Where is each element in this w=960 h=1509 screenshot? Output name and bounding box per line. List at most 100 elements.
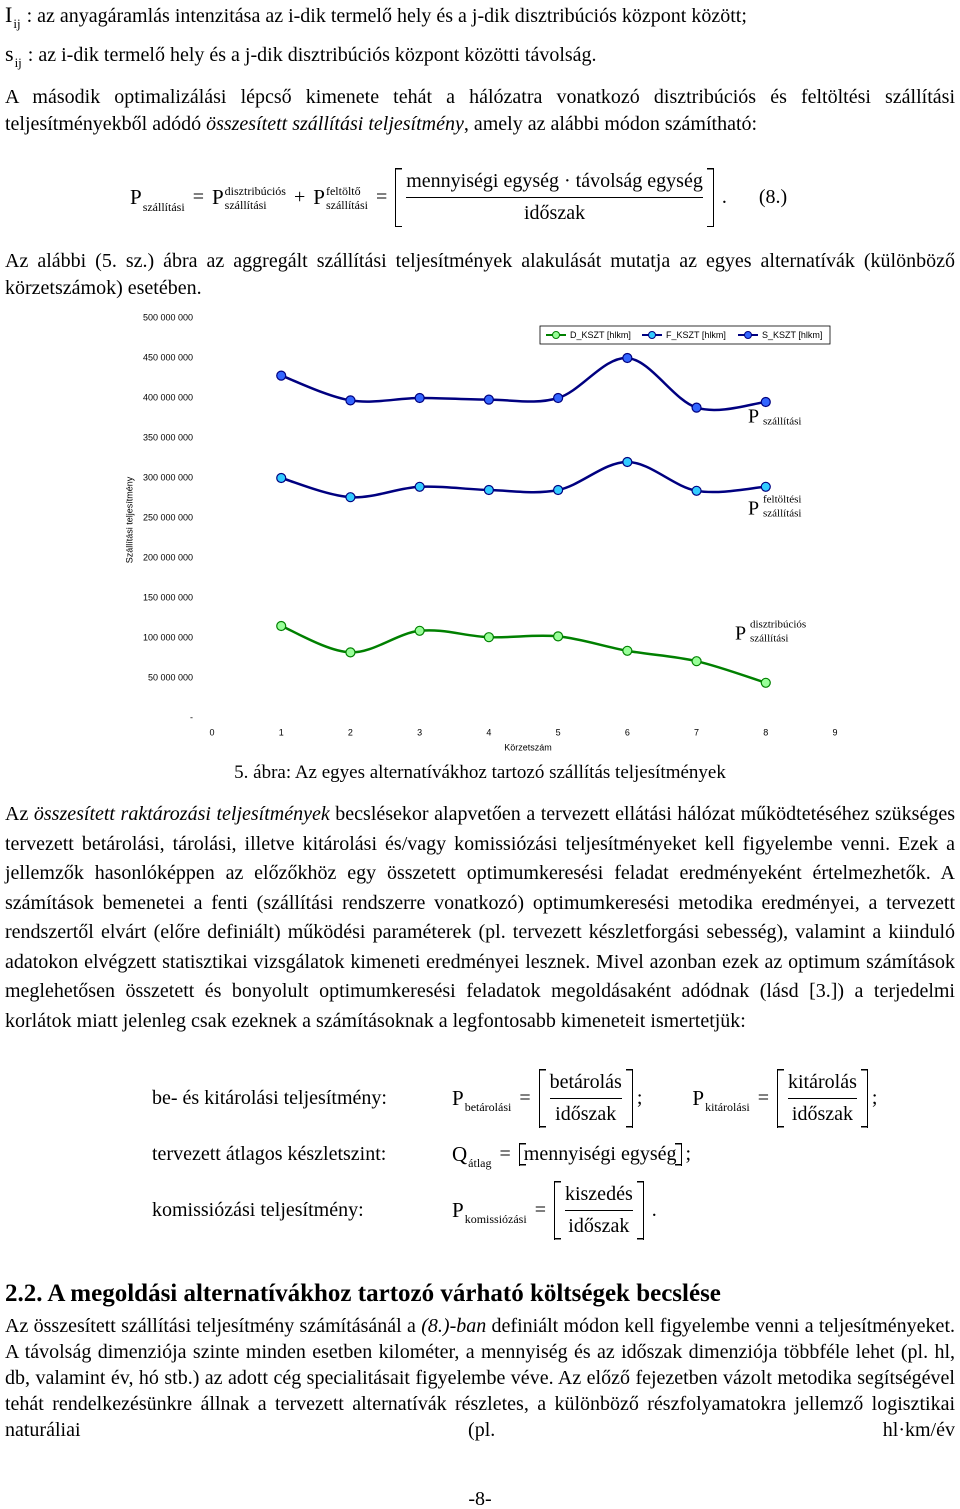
annotation-sup: disztribúciós — [750, 619, 806, 631]
operator: ; — [636, 1086, 643, 1109]
legend-marker — [648, 331, 656, 339]
fraction: mennyiségi egység · távolság egység idősz… — [395, 168, 714, 227]
scripts: komissiózási — [465, 1212, 527, 1226]
data-point — [276, 370, 287, 381]
x-tick-label: 2 — [348, 727, 353, 737]
subscript: szállítási — [325, 197, 368, 212]
annotation-sub: szállítási — [750, 633, 789, 645]
section-heading: 2.2. A megoldási alternatívákhoz tartozó… — [5, 1280, 721, 1307]
operator: = — [534, 1198, 546, 1221]
formula-label: be- és kitárolási teljesítmény: — [152, 1086, 387, 1109]
operator: = — [519, 1086, 531, 1109]
y-tick-label: 300 000 000 — [143, 472, 193, 482]
data-point — [691, 485, 702, 496]
y-tick-label: 500 000 000 — [143, 312, 193, 322]
data-point — [760, 396, 771, 408]
scripts: betárolási — [465, 1100, 512, 1114]
subscript: átlag — [468, 1156, 492, 1170]
legend-marker — [552, 331, 560, 339]
operator: ; — [871, 1086, 878, 1109]
data-point — [691, 656, 702, 667]
scripts: feltöltő szállítási — [326, 184, 368, 212]
legend-marker — [744, 331, 752, 339]
denominator: időszak — [788, 1097, 857, 1126]
text-run: A második optimalizálási lépcső kimenete… — [5, 86, 955, 135]
symbol-base: P — [211, 185, 224, 209]
fraction: betárolás időszak — [538, 1068, 633, 1128]
definitions: Iij: az anyagáramlás intenzitása az i-di… — [5, 0, 955, 78]
legend: D_KSZT [hlkm] F_KSZT [hlkm] S_KSZT [hlkm] — [539, 325, 831, 345]
annotation-sup: feltöltési — [763, 494, 802, 506]
annotation-sub: szállítási — [763, 508, 802, 520]
x-tick-label: 9 — [832, 727, 837, 737]
legend-label: S_KSZT [hlkm] — [762, 330, 822, 340]
italic-run: (8.)-ban — [421, 1315, 487, 1337]
italic-run: összesített raktározási teljesítmények — [33, 803, 330, 825]
formula-label: komissiózási teljesítmény: — [152, 1198, 364, 1221]
data-point — [760, 677, 771, 688]
paragraph: Az összesített szállítási teljesítmény s… — [5, 1313, 955, 1443]
data-point — [414, 481, 425, 492]
legend-label: F_KSZT [hlkm] — [666, 330, 726, 340]
subscript: szállítási — [224, 197, 267, 212]
denominator: időszak — [406, 197, 703, 225]
text-run: Az alábbi (5. sz.) ábra az aggregált szá… — [5, 250, 955, 299]
x-tick-label: 6 — [625, 727, 630, 737]
operator: = — [192, 186, 204, 208]
data-point — [483, 632, 494, 643]
symbol-base: Q — [452, 1141, 468, 1166]
scripts: szállítási — [143, 200, 185, 214]
series-line — [280, 624, 767, 684]
operator: (8.) — [758, 186, 788, 208]
data-point — [553, 631, 564, 642]
data-point — [622, 456, 633, 468]
x-tick-label: 4 — [486, 727, 491, 737]
y-tick-label: 150 000 000 — [143, 592, 193, 602]
numerator: mennyiségi egység · távolság egység — [406, 170, 703, 192]
scripts: disztribúciós szállítási — [225, 184, 286, 212]
bracket-text: mennyiségi egység — [523, 1142, 677, 1165]
operator: = — [375, 186, 388, 208]
annotation-base: P — [748, 406, 759, 428]
y-tick-label: 400 000 000 — [143, 392, 193, 402]
x-tick-label: 7 — [694, 727, 699, 737]
page-number: -8- — [468, 1488, 492, 1509]
numerator: kiszedés — [564, 1182, 633, 1205]
scripts: átlag — [468, 1156, 491, 1170]
data-point — [622, 352, 633, 364]
operator: . — [651, 1198, 657, 1221]
y-tick-label: - — [190, 712, 193, 722]
italic-run: összesített szállítási teljesítmény — [206, 113, 464, 135]
x-tick-label: 3 — [417, 727, 422, 737]
subscript: ij — [13, 16, 21, 31]
subscript: kitárolási — [705, 1100, 750, 1114]
operator: . — [721, 186, 727, 208]
superscript: feltöltő — [325, 183, 361, 198]
scripts: kitárolási — [705, 1100, 750, 1114]
symbol-base: P — [692, 1085, 705, 1110]
subscript: ij — [14, 55, 22, 70]
annotation-sub: szállítási — [763, 416, 802, 428]
data-point — [345, 647, 356, 658]
annotation-base: P — [748, 498, 759, 520]
fraction: kiszedés időszak — [553, 1180, 644, 1240]
numerator: betárolás — [549, 1070, 622, 1093]
symbol-base: P — [452, 1197, 464, 1222]
series-line — [280, 356, 766, 412]
y-tick-label: 50 000 000 — [148, 672, 193, 682]
operator: + — [293, 186, 306, 208]
y-tick-label: 200 000 000 — [143, 552, 193, 562]
data-point — [276, 472, 287, 484]
definition-text: : az anyagáramlás intenzitása az i-dik t… — [26, 5, 747, 27]
annotation-base: P — [735, 623, 746, 645]
symbol-base: P — [130, 185, 142, 209]
